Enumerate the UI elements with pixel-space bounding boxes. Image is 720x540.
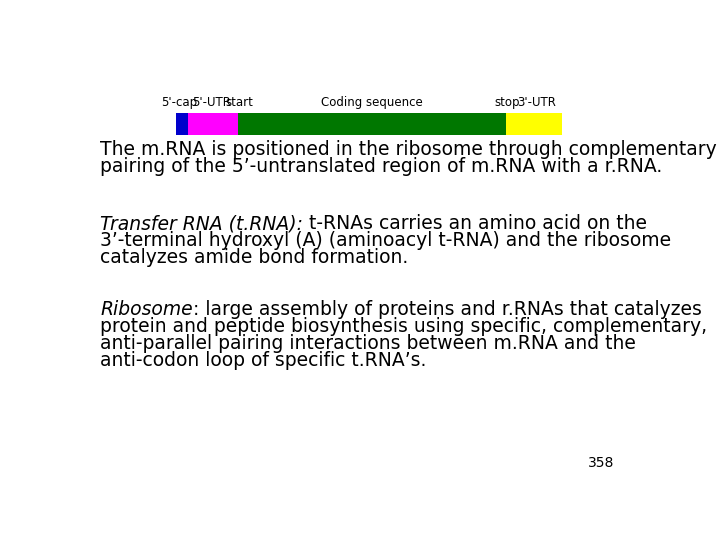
- Text: 358: 358: [588, 456, 615, 470]
- Text: anti-codon loop of specific t.RNA’s.: anti-codon loop of specific t.RNA’s.: [100, 350, 426, 369]
- Text: 3’-terminal hydroxyl (A) (aminoacyl t-RNA) and the ribosome: 3’-terminal hydroxyl (A) (aminoacyl t-RN…: [100, 232, 671, 251]
- Text: Ribosome: Ribosome: [100, 300, 193, 319]
- Bar: [176, 113, 188, 136]
- Text: anti-parallel pairing interactions between m.RNA and the: anti-parallel pairing interactions betwe…: [100, 334, 636, 353]
- Text: Coding sequence: Coding sequence: [321, 96, 423, 109]
- Bar: [238, 113, 505, 136]
- Text: Transfer RNA (t.RNA):: Transfer RNA (t.RNA):: [100, 214, 303, 233]
- Text: 5'-cap: 5'-cap: [161, 96, 197, 109]
- Text: 3'-UTR: 3'-UTR: [517, 96, 556, 109]
- Text: The m.RNA is positioned in the ribosome through complementary: The m.RNA is positioned in the ribosome …: [100, 140, 717, 159]
- Text: protein and peptide biosynthesis using specific, complementary,: protein and peptide biosynthesis using s…: [100, 316, 707, 336]
- Text: catalyzes amide bond formation.: catalyzes amide bond formation.: [100, 248, 408, 267]
- Text: pairing of the 5’-untranslated region of m.RNA with a r.RNA.: pairing of the 5’-untranslated region of…: [100, 157, 662, 176]
- Text: 5'-UTR: 5'-UTR: [192, 96, 231, 109]
- Bar: [188, 113, 238, 136]
- Text: start: start: [225, 96, 253, 109]
- Text: : large assembly of proteins and r.RNAs that catalyzes: : large assembly of proteins and r.RNAs …: [193, 300, 701, 319]
- Text: t-RNAs carries an amino acid on the: t-RNAs carries an amino acid on the: [303, 214, 647, 233]
- Bar: [505, 113, 562, 136]
- Text: stop: stop: [495, 96, 520, 109]
